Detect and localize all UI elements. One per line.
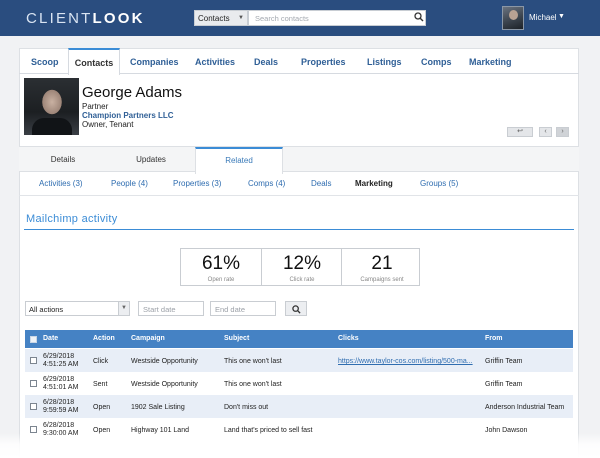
contact-role: Owner, Tenant (82, 120, 134, 129)
related-tab-comps[interactable]: Comps (4) (248, 179, 286, 188)
cell-action: Open (93, 404, 111, 411)
tab-related[interactable]: Related (195, 147, 283, 174)
cell-date: 6/28/2018 9:59:59 AM (43, 399, 79, 414)
stat-label: Campaigns sent (360, 277, 404, 283)
previous-button[interactable]: ‹ (539, 127, 552, 137)
bottom-fade-overlay (0, 433, 600, 458)
stat-open-rate: 61% Open rate (181, 249, 261, 285)
stat-click-rate: 12% Click rate (261, 249, 341, 285)
stat-value: 21 (371, 253, 393, 274)
search-icon (292, 305, 301, 314)
stat-value: 12% (282, 253, 322, 274)
cell-from: Griffin Team (485, 381, 523, 388)
section-title: Mailchimp activity (26, 213, 118, 225)
filter-search-button[interactable] (285, 301, 307, 316)
nav-tab-activities[interactable]: Activities (195, 57, 236, 67)
stat-label: Click rate (289, 277, 315, 283)
cell-subject: This one won't last (224, 358, 282, 365)
column-header-from[interactable]: From (485, 335, 503, 342)
chevron-down-icon: ▼ (238, 15, 244, 21)
related-tab-properties[interactable]: Properties (3) (173, 179, 222, 188)
column-header-campaign[interactable]: Campaign (131, 335, 165, 342)
search-input[interactable]: Search contacts (248, 10, 426, 26)
nav-tab-properties[interactable]: Properties (301, 57, 346, 67)
tab-updates[interactable]: Updates (136, 155, 166, 164)
main-nav: Scoop Contacts Companies Activities Deal… (19, 48, 579, 75)
nav-tab-contacts[interactable]: Contacts (68, 48, 120, 75)
nav-tab-companies[interactable]: Companies (130, 57, 179, 67)
table-row[interactable]: 6/28/2018 9:59:59 AM Open 1902 Sale Listi… (25, 395, 573, 418)
nav-tab-deals[interactable]: Deals (254, 57, 279, 67)
detail-tabs: Details Updates Related (19, 146, 579, 174)
table-row[interactable]: 6/29/2018 4:51:01 AM Sent Westside Opport… (25, 372, 573, 395)
cell-campaign: 1902 Sale Listing (131, 404, 185, 411)
cell-campaign: Westside Opportunity (131, 381, 198, 388)
related-tab-people[interactable]: People (4) (111, 179, 148, 188)
cell-from: Anderson Industrial Team (485, 404, 565, 411)
start-date-input[interactable]: Start date (138, 301, 204, 316)
user-menu-name[interactable]: Michael (529, 13, 557, 22)
search-icon[interactable] (414, 12, 424, 22)
next-button[interactable]: › (556, 127, 569, 137)
cell-action: Click (93, 358, 109, 365)
row-checkbox[interactable] (30, 380, 37, 387)
cell-subject: Don't miss out (224, 404, 269, 411)
contact-photo (24, 78, 79, 135)
contact-name: George Adams (82, 84, 183, 101)
related-tab-groups[interactable]: Groups (5) (420, 179, 459, 188)
row-checkbox[interactable] (30, 357, 37, 364)
nav-tab-comps[interactable]: Comps (421, 57, 452, 67)
contact-company-link[interactable]: Champion Partners LLC (82, 111, 174, 120)
search-scope-select[interactable]: Contacts ▼ (194, 10, 248, 26)
action-filter-select[interactable]: All actions ▼ (25, 301, 130, 316)
nav-tab-scoop[interactable]: Scoop (31, 57, 59, 67)
related-tab-deals[interactable]: Deals (311, 179, 332, 188)
cell-date: 6/29/2018 4:51:25 AM (43, 353, 79, 368)
nav-tab-listings[interactable]: Listings (367, 57, 402, 67)
column-header-date[interactable]: Date (43, 335, 59, 342)
top-bar: CLIENTLOOK Contacts ▼ Search contacts Mic… (0, 0, 600, 36)
column-header-action[interactable]: Action (93, 335, 115, 342)
back-button[interactable]: ↩ (507, 127, 533, 137)
user-menu-caret-icon[interactable]: ▼ (558, 13, 565, 20)
table-row[interactable]: 6/29/2018 4:51:25 AM Click Westside Oppor… (25, 349, 573, 372)
cell-from: Griffin Team (485, 358, 523, 365)
related-tab-marketing[interactable]: Marketing (355, 179, 393, 188)
stat-value: 61% (201, 253, 241, 274)
cell-clicks-link[interactable]: https://www.taylor-cos.com/listing/500-m… (338, 358, 473, 365)
section-divider (24, 229, 574, 230)
stat-campaigns-sent: 21 Campaigns sent (341, 249, 421, 285)
cell-subject: This one won't last (224, 381, 282, 388)
contact-title: Partner (82, 102, 109, 111)
stats-panel: 61% Open rate 12% Click rate 21 Campaign… (180, 248, 420, 286)
tab-details[interactable]: Details (50, 155, 76, 164)
related-tab-activities[interactable]: Activities (3) (39, 179, 83, 188)
app-logo[interactable]: CLIENTLOOK (26, 10, 145, 27)
nav-tab-marketing[interactable]: Marketing (469, 57, 512, 67)
cell-campaign: Highway 101 Land (131, 427, 189, 434)
cell-action: Open (93, 427, 111, 434)
select-all-checkbox[interactable] (30, 336, 37, 343)
main-card (19, 48, 579, 458)
cell-date: 6/29/2018 4:51:01 AM (43, 376, 79, 391)
cell-action: Sent (93, 381, 108, 388)
stat-label: Open rate (207, 277, 235, 283)
cell-subject: Land that's priced to sell fast (224, 427, 313, 434)
column-header-clicks[interactable]: Clicks (338, 335, 359, 342)
row-checkbox[interactable] (30, 426, 37, 433)
avatar[interactable] (502, 6, 524, 30)
table-header: Date Action Campaign Subject Clicks From (25, 330, 573, 348)
column-header-subject[interactable]: Subject (224, 335, 250, 342)
cell-campaign: Westside Opportunity (131, 358, 198, 365)
end-date-input[interactable]: End date (210, 301, 276, 316)
cell-from: John Dawson (485, 427, 528, 434)
chevron-down-icon: ▼ (118, 302, 129, 315)
divider (19, 195, 579, 196)
row-checkbox[interactable] (30, 403, 37, 410)
